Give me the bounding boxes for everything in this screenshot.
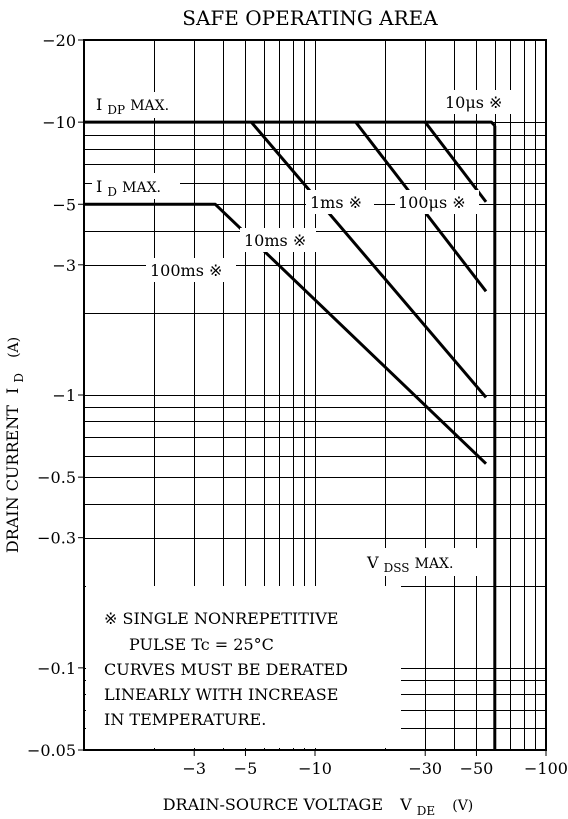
x-tick-label: −30: [408, 759, 442, 778]
soa-curve-1: [424, 121, 488, 203]
note-line-4: LINEARLY WITH INCREASE: [104, 685, 338, 704]
label-10ms-bg: [240, 228, 316, 252]
soa-curve-0: [84, 120, 496, 127]
vdss-max-bg: [360, 548, 480, 576]
y-tick-label: −0.3: [37, 529, 76, 548]
label-10us-bg: [440, 90, 516, 114]
id-max-rest: MAX.: [122, 180, 161, 196]
x-tick-label: −3: [182, 759, 206, 778]
label-10us: 10μs ※: [445, 93, 502, 112]
id-max-label: I D MAX.: [96, 177, 161, 200]
label-100ms: 100ms ※: [150, 261, 222, 280]
y-axis-symbol: I: [3, 388, 22, 394]
vdss-max-main: V: [366, 553, 379, 572]
x-axis-ticks: −3 −5 −10 −30 −50 −100: [182, 750, 568, 778]
vdss-max-sub: DSS: [384, 561, 410, 575]
soa-curve-3: [250, 121, 488, 399]
x-tick-label: −50: [460, 759, 494, 778]
y-axis-title: DRAIN CURRENT I D (A): [3, 337, 27, 553]
y-tick-label: −3: [52, 256, 76, 275]
id-max-bg: [92, 173, 180, 199]
note-line-1: ※ SINGLE NONREPETITIVE: [104, 609, 338, 628]
note-line-3: CURVES MUST BE DERATED: [104, 660, 348, 679]
label-10ms: 10ms ※: [244, 231, 306, 250]
note-line-2: PULSE Tc = 25°C: [129, 635, 274, 654]
x-axis-title: DRAIN-SOURCE VOLTAGE V DE (V): [163, 795, 474, 819]
soa-curve-4: [84, 202, 488, 465]
curve-layer: [84, 120, 497, 750]
x-axis-symbol: V: [399, 795, 412, 814]
x-axis-label: DRAIN-SOURCE VOLTAGE: [163, 795, 383, 814]
y-tick-label: −0.05: [27, 741, 76, 760]
y-tick-label: −20: [42, 31, 76, 50]
idp-max-rest: MAX.: [130, 98, 169, 114]
y-tick-label: −0.1: [37, 659, 76, 678]
y-axis-ticks: −20 −10 −5 −3 −1 −0.5 −0.3 −0.1 −0.05: [27, 31, 84, 760]
x-axis-subscript: DE: [417, 804, 435, 818]
note-line-5: IN TEMPERATURE.: [104, 710, 266, 729]
id-max-sub: D: [107, 185, 117, 199]
vdss-max-label: V DSS MAX.: [366, 553, 453, 576]
y-axis-subscript: D: [12, 373, 26, 383]
y-tick-label: −5: [52, 195, 76, 214]
chart-title: SAFE OPERATING AREA: [182, 6, 438, 30]
x-tick-label: −10: [298, 759, 332, 778]
y-tick-label: −1: [52, 386, 76, 405]
y-axis-label: DRAIN CURRENT: [3, 405, 22, 553]
y-tick-label: −10: [42, 113, 76, 132]
id-max-main: I: [96, 177, 102, 196]
label-100ms-bg: [146, 258, 236, 282]
idp-max-bg: [92, 92, 192, 118]
y-tick-label: −0.5: [37, 468, 76, 487]
x-axis-unit: (V): [452, 798, 473, 814]
label-100us-bg: [395, 190, 479, 214]
idp-max-sub: DP: [107, 103, 125, 117]
y-axis-unit: (A): [6, 337, 22, 358]
idp-max-main: I: [96, 95, 102, 114]
vdss-max-rest: MAX.: [415, 556, 454, 572]
label-1ms: 1ms ※: [310, 193, 362, 212]
label-100us: 100μs ※: [398, 193, 466, 212]
label-1ms-bg: [306, 190, 374, 214]
x-tick-label: −100: [524, 759, 568, 778]
notes-bg: [86, 586, 401, 748]
x-tick-label: −5: [234, 759, 258, 778]
idp-max-label: I DP MAX.: [96, 95, 169, 118]
